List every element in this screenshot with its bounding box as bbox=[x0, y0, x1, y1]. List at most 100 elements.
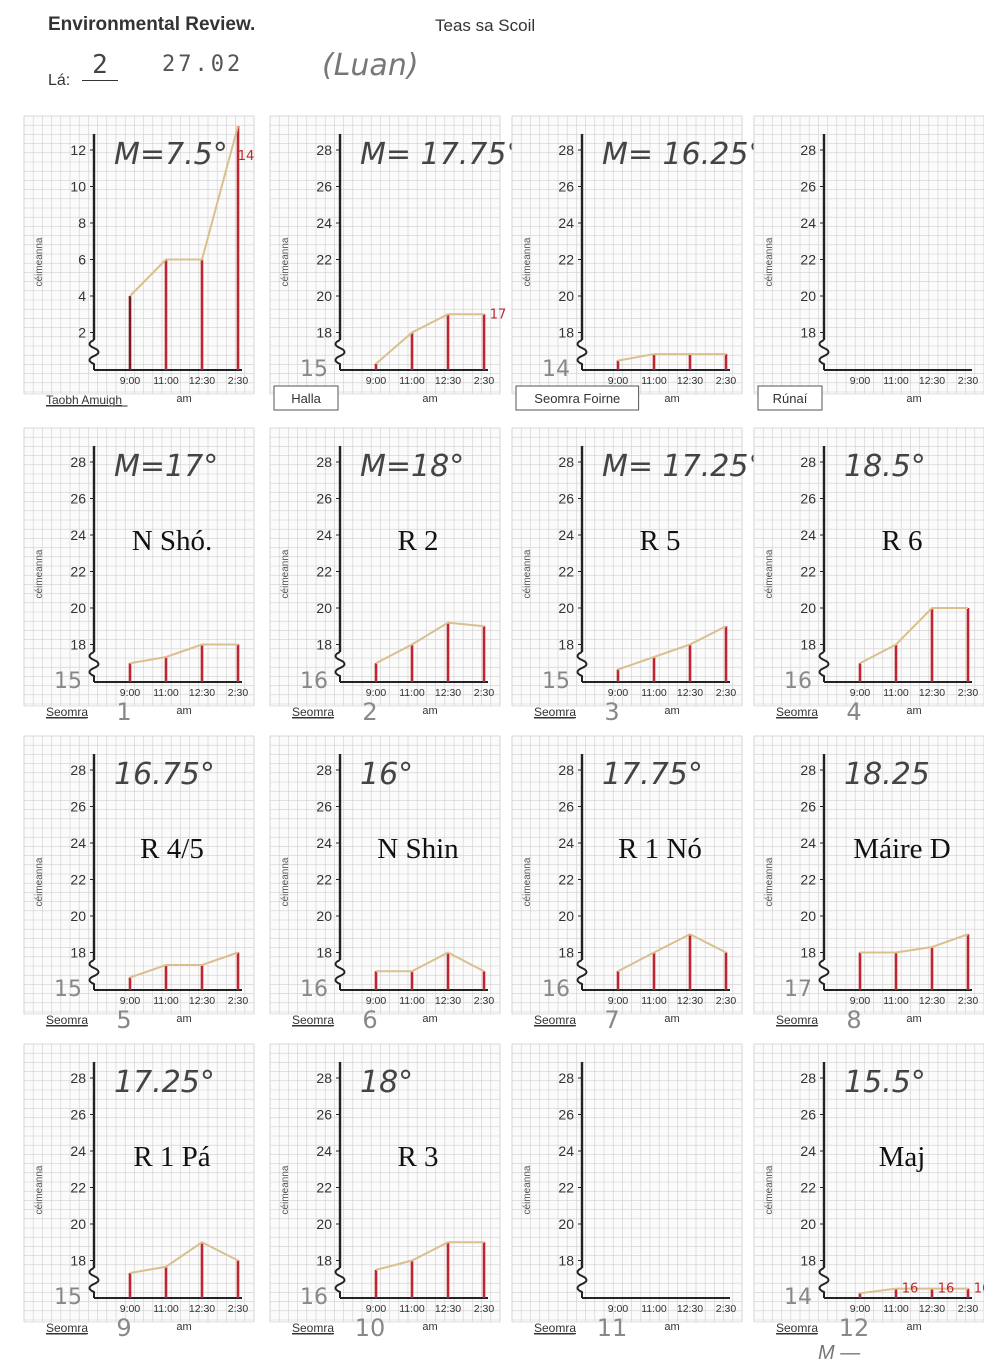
y-tick-label: 20 bbox=[800, 600, 816, 616]
room-name: N Shó. bbox=[132, 525, 213, 557]
x-unit-label: am bbox=[906, 393, 921, 405]
graph-paper bbox=[269, 1043, 501, 1323]
x-unit-label: am bbox=[906, 1321, 921, 1333]
y-tick-label: 20 bbox=[800, 908, 816, 924]
y-axis-label: céimeanna bbox=[280, 1165, 291, 1214]
y-tick-label: 24 bbox=[800, 215, 816, 231]
x-tick-label: 9:00 bbox=[850, 1303, 871, 1315]
y-tick-label: 24 bbox=[558, 1143, 574, 1159]
x-tick-label: 11:00 bbox=[153, 687, 179, 699]
y-tick-label: 28 bbox=[800, 1070, 816, 1086]
x-tick-label: 12:30 bbox=[435, 375, 461, 387]
x-unit-label: am bbox=[422, 1013, 437, 1025]
chart-panel: céimeanna 18 20 22 24 26 28 9:00 11:00 12:30 2:30 a… bbox=[750, 424, 984, 726]
temperature-chart: céimeanna 18 20 22 24 26 28 9:00 11:00 12:30 2:30 a… bbox=[23, 427, 255, 726]
room-label-box bbox=[273, 385, 339, 411]
x-unit-label: am bbox=[664, 393, 679, 405]
room-number: 11 bbox=[597, 1314, 628, 1342]
chart-panel: céimeanna 18 20 22 24 26 28 9:00 11:00 12:30 2:30 a… bbox=[750, 1040, 984, 1342]
mean-temperature: 18.25 bbox=[844, 757, 930, 792]
x-tick-label: 2:30 bbox=[474, 1303, 495, 1315]
y-tick-label: 22 bbox=[316, 872, 332, 888]
chart-panel: céimeanna 18 20 22 24 26 28 9:00 11:00 12:30 2:30 a… bbox=[266, 1040, 502, 1342]
y-tick-label: 24 bbox=[316, 527, 332, 543]
temperature-chart: céimeanna 18 20 22 24 26 28 9:00 11:00 12:30 2:30 a… bbox=[23, 735, 255, 1034]
y-tick-label: 26 bbox=[800, 179, 816, 195]
gridlines bbox=[269, 427, 501, 706]
room-number: 3 bbox=[604, 698, 619, 726]
room-label: Seomra bbox=[776, 1321, 818, 1335]
temperature-chart: céimeanna 18 20 22 24 26 28 9:00 11:00 12:30 2:30 a… bbox=[269, 1043, 501, 1342]
y-tick-label: 22 bbox=[800, 1180, 816, 1196]
x-tick-label: 2:30 bbox=[228, 995, 249, 1007]
room-label: Seomra bbox=[292, 1321, 334, 1335]
y-tick-label: 26 bbox=[316, 179, 332, 195]
y-base-value: 16 bbox=[300, 669, 328, 694]
x-tick-label: 9:00 bbox=[120, 687, 141, 699]
room-label: Seomra bbox=[534, 1013, 576, 1027]
chart-panel: céimeanna 2 4 6 8 10 12 9:00 11:00 12:30 2:30 am 14 M… bbox=[20, 112, 256, 412]
y-tick-label: 22 bbox=[316, 252, 332, 268]
y-tick-label: 22 bbox=[800, 872, 816, 888]
y-tick-label: 26 bbox=[800, 1107, 816, 1123]
temperature-chart: céimeanna 18 20 22 24 26 28 9:00 11:00 12:30 2:30 a… bbox=[511, 115, 763, 411]
room-name: R 6 bbox=[881, 525, 922, 557]
axis-break-squiggle bbox=[334, 651, 346, 682]
y-tick-label: 2 bbox=[78, 325, 86, 341]
y-tick-label: 28 bbox=[800, 142, 816, 158]
x-tick-label: 2:30 bbox=[958, 1303, 979, 1315]
x-tick-label: 11:00 bbox=[399, 687, 425, 699]
x-tick-label: 12:30 bbox=[189, 1303, 215, 1315]
temperature-chart: céimeanna 18 20 22 24 26 28 9:00 11:00 12:30 2:30 a… bbox=[23, 1043, 255, 1342]
chart-panel: céimeanna 18 20 22 24 26 28 9:00 11:00 12:30 2:30 a… bbox=[508, 112, 763, 412]
room-number: 6 bbox=[362, 1006, 377, 1034]
x-tick-label: 12:30 bbox=[677, 1303, 703, 1315]
axis-break-squiggle bbox=[88, 959, 100, 990]
y-tick-label: 18 bbox=[70, 1253, 86, 1269]
y-tick-label: 28 bbox=[800, 762, 816, 778]
room-number: 7 bbox=[604, 1006, 619, 1034]
y-base-value: 16 bbox=[300, 977, 328, 1002]
date-value: 27.02 bbox=[162, 52, 244, 77]
room-label: Seomra bbox=[534, 1321, 576, 1335]
y-tick-label: 24 bbox=[316, 835, 332, 851]
y-tick-label: 8 bbox=[78, 215, 86, 231]
gridlines bbox=[269, 115, 501, 394]
axis-break-squiggle bbox=[818, 959, 830, 990]
gridlines bbox=[23, 115, 255, 394]
footer-note: M — bbox=[818, 1342, 861, 1364]
axis-break-squiggle bbox=[818, 651, 830, 682]
y-axis-label: céimeanna bbox=[34, 857, 45, 906]
x-tick-label: 11:00 bbox=[399, 995, 425, 1007]
y-tick-label: 28 bbox=[558, 454, 574, 470]
x-tick-label: 12:30 bbox=[919, 687, 945, 699]
y-tick-label: 26 bbox=[70, 799, 86, 815]
y-tick-label: 22 bbox=[70, 1180, 86, 1196]
room-name: R 3 bbox=[397, 1141, 438, 1173]
y-tick-label: 24 bbox=[558, 835, 574, 851]
x-tick-label: 9:00 bbox=[850, 995, 871, 1007]
x-tick-label: 12:30 bbox=[677, 375, 703, 387]
x-tick-label: 9:00 bbox=[608, 687, 629, 699]
y-axis-label: céimeanna bbox=[764, 237, 775, 286]
room-number: 8 bbox=[846, 1006, 861, 1034]
y-tick-label: 28 bbox=[316, 1070, 332, 1086]
room-number: 4 bbox=[846, 698, 861, 726]
x-tick-label: 11:00 bbox=[883, 375, 909, 387]
page-title: Environmental Review. bbox=[48, 14, 256, 35]
y-axis-label: céimeanna bbox=[764, 1165, 775, 1214]
x-tick-label: 12:30 bbox=[919, 375, 945, 387]
x-unit-label: am bbox=[906, 705, 921, 717]
trend-line bbox=[617, 353, 726, 362]
x-unit-label: am bbox=[664, 705, 679, 717]
y-tick-label: 28 bbox=[316, 454, 332, 470]
temperature-chart: céimeanna 18 20 22 24 26 28 9:00 11:00 12:30 2:30 a… bbox=[269, 735, 501, 1034]
x-tick-label: 2:30 bbox=[474, 687, 495, 699]
trend-line bbox=[129, 125, 239, 297]
x-unit-label: am bbox=[422, 1321, 437, 1333]
y-base-value: 16 bbox=[784, 669, 812, 694]
trend-line bbox=[375, 313, 484, 365]
room-label: Seomra bbox=[46, 705, 88, 719]
x-tick-label: 11:00 bbox=[883, 995, 909, 1007]
room-name: Máire D bbox=[853, 833, 950, 865]
